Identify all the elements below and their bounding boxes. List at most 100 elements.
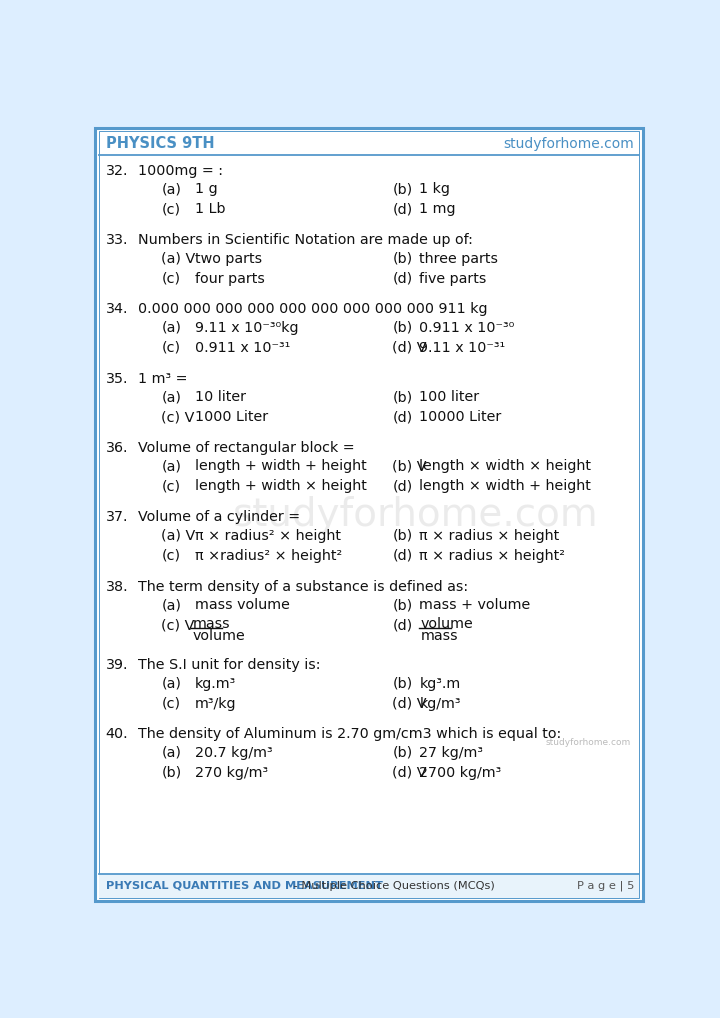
- Text: kg³.m: kg³.m: [419, 677, 461, 690]
- Text: (a): (a): [161, 598, 181, 612]
- Text: (b) V: (b) V: [392, 459, 427, 473]
- Text: mass: mass: [192, 617, 230, 631]
- Text: (d): (d): [392, 410, 413, 425]
- Text: 40.: 40.: [106, 728, 128, 741]
- Text: (d): (d): [392, 549, 413, 563]
- Text: 34.: 34.: [106, 302, 128, 317]
- Text: (d): (d): [392, 272, 413, 285]
- Text: (b): (b): [392, 251, 413, 266]
- Text: (c): (c): [161, 341, 181, 355]
- Text: 2700 kg/m³: 2700 kg/m³: [419, 766, 502, 780]
- Text: Volume of a cylinder =: Volume of a cylinder =: [138, 510, 300, 524]
- Text: studyforhome.com: studyforhome.com: [546, 738, 631, 747]
- Text: (a): (a): [161, 321, 181, 335]
- Text: The S.I unit for density is:: The S.I unit for density is:: [138, 658, 320, 672]
- Text: (d): (d): [392, 203, 413, 216]
- Text: (a) V: (a) V: [161, 528, 196, 543]
- Text: (c): (c): [161, 203, 181, 216]
- Text: PHYSICS 9TH: PHYSICS 9TH: [106, 136, 214, 152]
- Text: (b): (b): [392, 746, 413, 759]
- Bar: [99, 874, 639, 898]
- Text: five parts: five parts: [419, 272, 487, 285]
- Text: two parts: two parts: [194, 251, 262, 266]
- Text: kg.m³: kg.m³: [194, 677, 236, 690]
- Text: kg/m³: kg/m³: [419, 696, 461, 711]
- Text: PHYSICAL QUANTITIES AND MEASUREMENT: PHYSICAL QUANTITIES AND MEASUREMENT: [106, 881, 382, 891]
- Text: (c): (c): [161, 479, 181, 494]
- Text: (d) V: (d) V: [392, 696, 427, 711]
- Text: mass: mass: [421, 629, 459, 642]
- Text: 1 kg: 1 kg: [419, 182, 450, 196]
- Text: P a g e | 5: P a g e | 5: [577, 881, 634, 891]
- Text: 0.911 x 10⁻³¹: 0.911 x 10⁻³¹: [194, 341, 290, 355]
- Text: m³/kg: m³/kg: [194, 696, 236, 711]
- Text: (a): (a): [161, 677, 181, 690]
- Text: Volume of rectangular block =: Volume of rectangular block =: [138, 441, 355, 455]
- Text: (b): (b): [392, 321, 413, 335]
- Text: 10000 Liter: 10000 Liter: [419, 410, 502, 425]
- Text: volume: volume: [421, 617, 474, 631]
- Text: studyforhome.com: studyforhome.com: [503, 136, 634, 151]
- Text: (b): (b): [392, 528, 413, 543]
- Text: - Multiple Choice Questions (MCQs): - Multiple Choice Questions (MCQs): [290, 881, 495, 891]
- Text: 39.: 39.: [106, 658, 128, 672]
- Text: (d): (d): [392, 479, 413, 494]
- Text: 20.7 kg/m³: 20.7 kg/m³: [194, 746, 272, 759]
- Text: mass + volume: mass + volume: [419, 598, 531, 612]
- Text: (c) V: (c) V: [161, 410, 194, 425]
- Text: Numbers in Scientific Notation are made up of:: Numbers in Scientific Notation are made …: [138, 233, 473, 247]
- Text: 1 g: 1 g: [194, 182, 217, 196]
- Text: 1 mg: 1 mg: [419, 203, 456, 216]
- Text: three parts: three parts: [419, 251, 498, 266]
- Text: 0.911 x 10⁻³⁰: 0.911 x 10⁻³⁰: [419, 321, 515, 335]
- Text: 1 m³ =: 1 m³ =: [138, 372, 187, 386]
- Text: length × width + height: length × width + height: [419, 479, 591, 494]
- Text: four parts: four parts: [194, 272, 264, 285]
- Text: 33.: 33.: [106, 233, 128, 247]
- Text: 35.: 35.: [106, 372, 128, 386]
- Text: 9.11 x 10⁻³¹: 9.11 x 10⁻³¹: [419, 341, 505, 355]
- Text: (a) V: (a) V: [161, 251, 196, 266]
- Text: mass volume: mass volume: [194, 598, 289, 612]
- Text: length × width × height: length × width × height: [419, 459, 591, 473]
- Text: length + width + height: length + width + height: [194, 459, 366, 473]
- Text: π × radius × height²: π × radius × height²: [419, 549, 565, 563]
- Text: (b): (b): [161, 766, 181, 780]
- Text: π ×radius² × height²: π ×radius² × height²: [194, 549, 342, 563]
- Text: (a): (a): [161, 459, 181, 473]
- Text: (a): (a): [161, 746, 181, 759]
- Text: 32.: 32.: [106, 164, 128, 178]
- Text: π × radius × height: π × radius × height: [419, 528, 559, 543]
- Text: (b): (b): [392, 598, 413, 612]
- Text: (b): (b): [392, 390, 413, 404]
- Text: (b): (b): [392, 182, 413, 196]
- Text: studyforhome.com: studyforhome.com: [233, 496, 598, 533]
- Text: (d) V: (d) V: [392, 341, 427, 355]
- Text: (a): (a): [161, 390, 181, 404]
- Text: (d): (d): [392, 618, 413, 632]
- Text: 27 kg/m³: 27 kg/m³: [419, 746, 483, 759]
- Text: 270 kg/m³: 270 kg/m³: [194, 766, 268, 780]
- Text: 1000mg = :: 1000mg = :: [138, 164, 223, 178]
- Text: (d) V: (d) V: [392, 766, 427, 780]
- Text: 37.: 37.: [106, 510, 128, 524]
- Text: (a): (a): [161, 182, 181, 196]
- Text: The density of Aluminum is 2.70 gm/cm3 which is equal to:: The density of Aluminum is 2.70 gm/cm3 w…: [138, 728, 562, 741]
- Text: 1000 Liter: 1000 Liter: [194, 410, 268, 425]
- Text: (c): (c): [161, 549, 181, 563]
- Text: (b): (b): [392, 677, 413, 690]
- Text: 36.: 36.: [106, 441, 128, 455]
- Text: 100 liter: 100 liter: [419, 390, 480, 404]
- Text: (c) V: (c) V: [161, 618, 194, 632]
- Text: The term density of a substance is defined as:: The term density of a substance is defin…: [138, 579, 468, 593]
- Text: 1 Lb: 1 Lb: [194, 203, 225, 216]
- Text: (c): (c): [161, 272, 181, 285]
- Text: length + width × height: length + width × height: [194, 479, 366, 494]
- Text: π × radius² × height: π × radius² × height: [194, 528, 341, 543]
- Text: 9.11 x 10⁻³⁰kg: 9.11 x 10⁻³⁰kg: [194, 321, 298, 335]
- Text: 38.: 38.: [106, 579, 128, 593]
- Text: volume: volume: [192, 629, 245, 642]
- Text: 0.000 000 000 000 000 000 000 000 000 911 kg: 0.000 000 000 000 000 000 000 000 000 91…: [138, 302, 487, 317]
- Text: 10 liter: 10 liter: [194, 390, 246, 404]
- Text: (c): (c): [161, 696, 181, 711]
